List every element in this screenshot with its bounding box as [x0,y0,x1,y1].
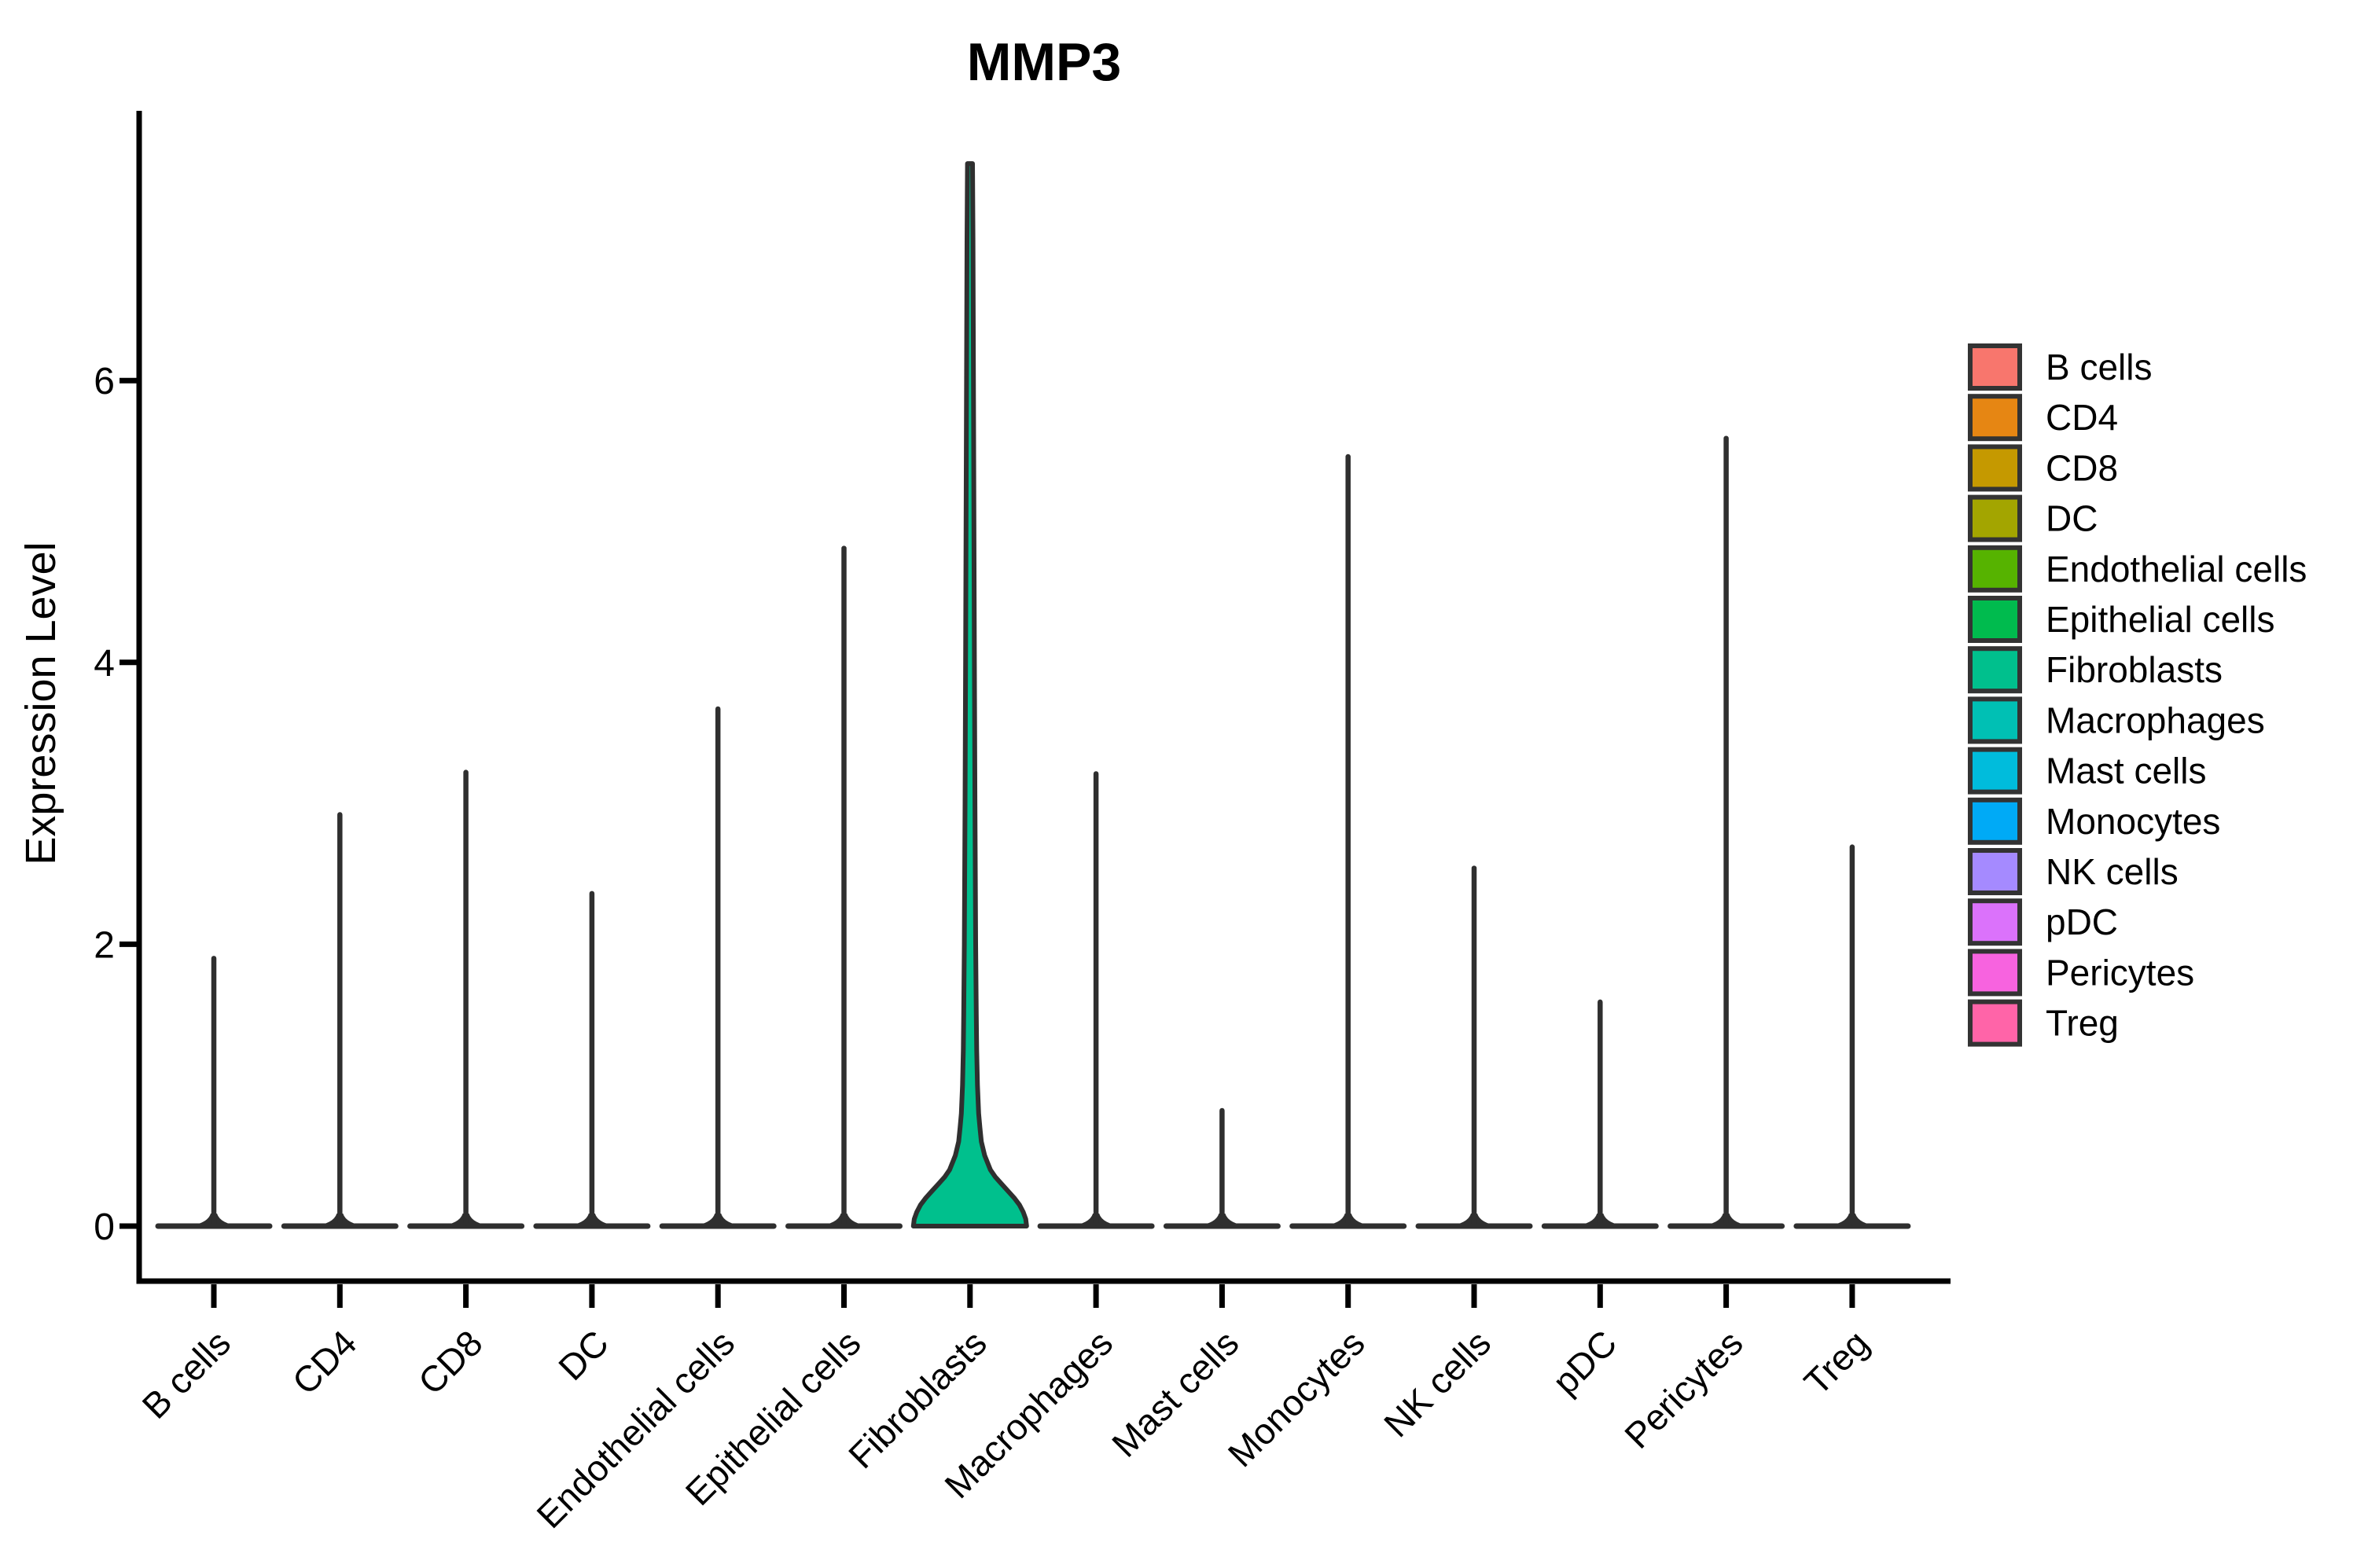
legend-item-treg: Treg [1968,999,2119,1047]
legend-label-pdc: pDC [2046,902,2118,942]
violin-cd4 [281,812,399,1229]
violin-pdc [1541,999,1659,1229]
violin-cd8 [407,769,525,1229]
legend-item-fibroblasts: Fibroblasts [1968,646,2223,694]
legend-label-mast-cells: Mast cells [2046,751,2206,791]
legend-label-b-cells: B cells [2046,347,2152,387]
legend-item-endothelial-cells: Endothelial cells [1968,545,2307,593]
legend-item-monocytes: Monocytes [1968,797,2220,845]
violin-pericytes [1668,435,1785,1229]
violin-epithelial-cells [785,545,903,1229]
x-tick-label-b-cells: B cells [134,1322,238,1427]
y-tick-label-0: 0 [94,1206,115,1248]
legend-label-nk-cells: NK cells [2046,851,2179,892]
y-tick-label-4: 4 [94,643,115,685]
legend-label-monocytes: Monocytes [2046,801,2220,842]
x-tick-label-pdc: pDC [1545,1322,1625,1402]
legend-swatch-epithelial-cells [1968,596,2022,643]
violin-fibroblasts [910,161,1029,1228]
legend-item-mast-cells: Mast cells [1968,747,2206,795]
legend-label-cd8: CD8 [2046,447,2118,488]
violin-body-fibroblasts [910,161,1029,1228]
legend-item-pdc: pDC [1968,898,2118,946]
legend-swatch-monocytes [1968,797,2022,845]
legend-item-dc: DC [1968,494,2098,542]
legend-label-epithelial-cells: Epithelial cells [2046,599,2274,640]
violin-nk-cells [1415,865,1533,1229]
x-tick-label-cd4: CD4 [285,1322,365,1402]
legend-item-epithelial-cells: Epithelial cells [1968,596,2274,643]
legend-label-endothelial-cells: Endothelial cells [2046,549,2307,589]
legend-swatch-pericytes [1968,949,2022,997]
legend-swatch-fibroblasts [1968,646,2022,694]
violin-macrophages [1037,771,1155,1229]
legend-swatch-cd4 [1968,394,2022,442]
x-tick-label-pericytes: Pericytes [1616,1322,1751,1456]
violin-treg [1793,844,1911,1229]
y-axis-label: Expression Level [17,542,64,865]
legend-item-nk-cells: NK cells [1968,848,2179,895]
legend-label-macrophages: Macrophages [2046,700,2265,740]
axes-layer [136,111,1951,1284]
violin-endothelial-cells [659,706,777,1229]
legend-label-treg: Treg [2046,1003,2119,1044]
legend-label-pericytes: Pericytes [2046,952,2194,993]
legend-swatch-treg [1968,999,2022,1047]
x-tick-label-monocytes: Monocytes [1220,1322,1373,1474]
y-tick-label-6: 6 [94,361,115,402]
legend-swatch-macrophages [1968,696,2022,744]
legend-item-cd4: CD4 [1968,394,2118,442]
legend-swatch-cd8 [1968,444,2022,492]
plot-title: MMP3 [967,32,1121,92]
violin-monocytes [1289,454,1407,1229]
legend-swatch-endothelial-cells [1968,545,2022,593]
legend-item-macrophages: Macrophages [1968,696,2265,744]
legend-swatch-b-cells [1968,343,2022,391]
legend-label-cd4: CD4 [2046,397,2118,438]
legend-label-dc: DC [2046,498,2098,539]
legend-swatch-nk-cells [1968,848,2022,895]
legend-item-cd8: CD8 [1968,444,2118,492]
violin-b-cells [155,956,273,1229]
x-tick-label-nk-cells: NK cells [1376,1322,1498,1445]
legend-label-fibroblasts: Fibroblasts [2046,649,2223,690]
legend-swatch-dc [1968,494,2022,542]
legend: B cells CD4 CD8 DC Endothelial cells Epitheli… [1968,343,2307,1047]
legend-swatch-mast-cells [1968,747,2022,795]
y-axis-ticks: 0 2 4 6 [94,361,137,1248]
legend-item-pericytes: Pericytes [1968,949,2194,997]
violin-dc [533,890,651,1229]
legend-item-b-cells: B cells [1968,343,2152,391]
legend-swatch-pdc [1968,898,2022,946]
violins-layer [155,161,1911,1229]
y-tick-label-2: 2 [94,924,115,966]
x-tick-label-cd8: CD8 [410,1322,491,1402]
x-tick-label-dc: DC [550,1322,616,1388]
violin-mast-cells [1163,1107,1281,1229]
x-tick-label-treg: Treg [1796,1322,1877,1402]
